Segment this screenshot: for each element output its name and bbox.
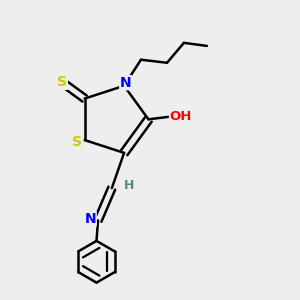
Text: OH: OH <box>169 110 192 123</box>
Text: S: S <box>57 75 67 89</box>
Text: S: S <box>72 135 82 148</box>
Text: N: N <box>120 76 131 90</box>
Text: N: N <box>85 212 96 226</box>
Text: H: H <box>124 178 134 192</box>
